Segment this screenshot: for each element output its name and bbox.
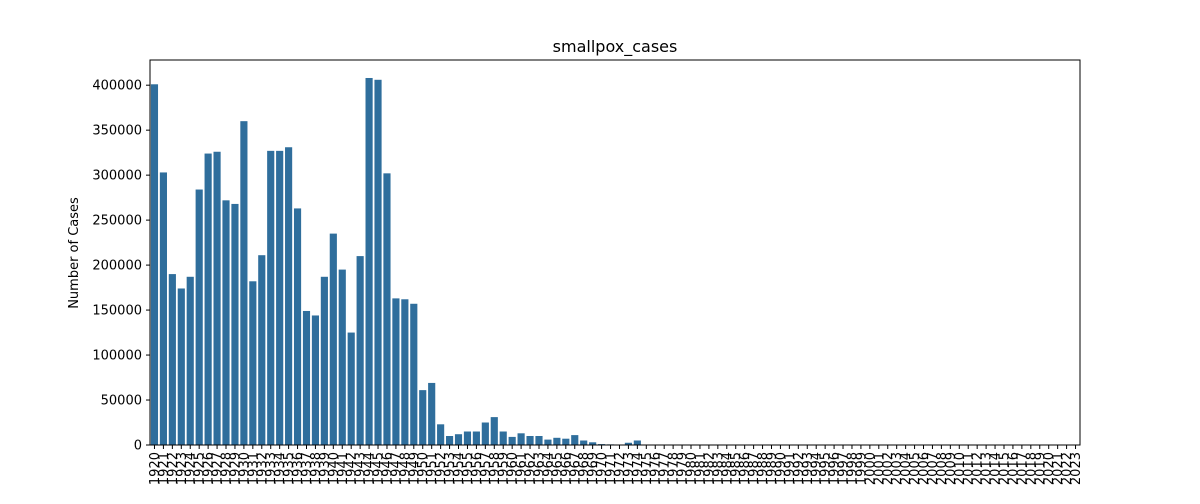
bar-1965 [553,438,560,445]
bar-1959 [500,432,507,445]
bar-1929 [231,204,238,445]
bar-1956 [473,432,480,445]
y-axis-label: Number of Cases [67,197,82,309]
chart-title: smallpox_cases [553,37,678,57]
bar-1933 [267,151,274,445]
y-tick-label: 200000 [92,259,142,274]
bar-1964 [544,440,551,445]
bar-1974 [634,441,641,446]
bar-1925 [196,190,203,445]
bar-1940 [330,234,337,445]
bar-1950 [419,390,426,445]
bar-1949 [410,304,417,445]
bar-1941 [339,270,346,445]
bar-1936 [294,208,301,445]
bar-1954 [455,434,462,445]
bar-1953 [446,436,453,445]
bar-1922 [169,274,176,445]
bar-1945 [374,80,381,445]
y-tick-label: 400000 [92,79,142,94]
bar-1923 [178,288,185,445]
bar-1966 [562,439,569,445]
bar-1930 [240,121,247,445]
bar-1928 [222,200,229,445]
bar-1947 [392,298,399,445]
bar-1952 [437,424,444,445]
y-tick-label: 100000 [92,349,142,364]
y-tick-label: 0 [134,439,142,454]
bar-1943 [357,256,364,445]
bar-1935 [285,147,292,445]
bar-1963 [535,436,542,445]
bar-1946 [383,173,390,445]
y-tick-label: 150000 [92,304,142,319]
bar-1960 [509,437,516,445]
bar-1944 [366,78,373,445]
bar-1958 [491,417,498,445]
y-tick-label: 350000 [92,124,142,139]
bar-1931 [249,281,256,445]
bar-1939 [321,277,328,445]
bar-1927 [213,152,220,445]
bar-1938 [312,315,319,445]
bar-1920 [151,84,158,445]
bar-1967 [571,435,578,445]
bar-1957 [482,423,489,445]
x-tick-label-2023: 2023 [1069,452,1084,485]
bar-1942 [348,333,355,445]
bar-1955 [464,432,471,445]
bar-1937 [303,311,310,445]
bar-1926 [205,154,212,445]
bar-1924 [187,277,194,445]
y-tick-label: 250000 [92,214,142,229]
bar-1968 [580,441,587,446]
y-tick-label: 300000 [92,169,142,184]
bar-1934 [276,151,283,445]
bar-1961 [518,433,525,445]
bar-1962 [526,436,533,445]
bar-1948 [401,299,408,445]
bar-1932 [258,255,265,445]
bar-1951 [428,383,435,445]
y-axis-ticks: 0 50000 100000 150000 200000 250000 300000 3500… [92,79,150,454]
y-tick-label: 50000 [101,394,142,409]
bar-1921 [160,172,167,445]
